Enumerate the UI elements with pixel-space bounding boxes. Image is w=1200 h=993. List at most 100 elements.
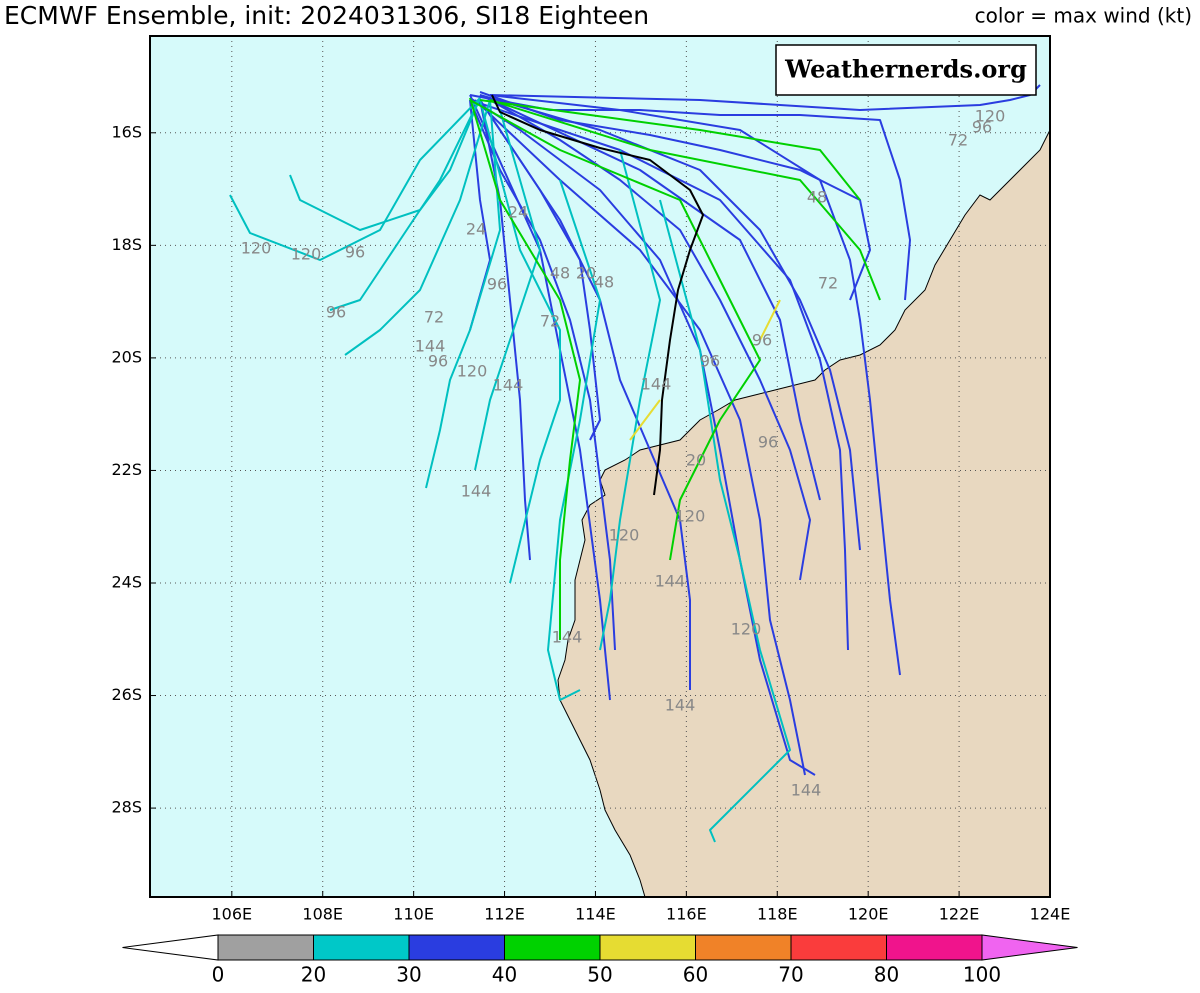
track-label: 72 [948,131,968,150]
track-label: 24 [508,203,528,222]
track-label: 96 [428,352,448,371]
track [547,179,601,701]
track [479,99,601,441]
track-label: 144 [655,572,686,591]
lon-tick-label: 124E [1030,905,1071,924]
track [659,199,791,843]
lat-tick-label: 24S [111,572,142,591]
track [469,94,911,301]
lat-tick-label: 16S [111,122,142,141]
colorbar-segment [217,934,314,961]
title: ECMWF Ensemble, init: 2024031306, SI18 E… [4,1,649,30]
colorbar-segment [695,934,792,961]
lon-tick-label: 116E [666,905,707,924]
track-label: 120 [675,507,706,526]
track [469,99,616,651]
track [629,399,661,441]
track [469,99,761,561]
track [469,99,849,651]
lon-tick-label: 122E [939,905,980,924]
lat-tick-label: 26S [111,685,142,704]
colorbar-segment [790,934,887,961]
track [344,99,491,356]
track-label: 96 [326,303,346,322]
track-label: 48 [807,188,827,207]
colorbar: 0 20 30 40 50 60 70 80 100 [122,934,1078,987]
track-label: 120 [291,245,322,264]
track [469,97,581,640]
track [599,149,661,651]
lon-tick-label: 110E [393,905,434,924]
track [469,94,611,701]
colorbar-cap [981,934,1078,961]
colorbar-label: 40 [492,963,517,987]
lon-tick-label: 108E [302,905,343,924]
track-label: 144 [415,337,446,356]
watermark: Weathernerds.org [784,55,1027,84]
lon-tick-label: 120E [848,905,889,924]
track-label: 120 [731,620,762,639]
lat-tick-label: 28S [111,798,142,817]
lon-tick-label: 112E [484,905,525,924]
track-label: 20 [576,264,596,283]
track [474,99,806,776]
track-label: 48 [550,264,570,283]
lon-tick-label: 118E [757,905,798,924]
colorbar-label: 100 [963,963,1001,987]
colorbar-cap [122,934,219,961]
track-label: 144 [493,376,524,395]
tracks [229,84,1041,843]
colorbar-label: 60 [683,963,708,987]
track [289,97,481,231]
track [329,97,481,311]
track-label: 72 [424,308,444,327]
watermark-box [775,44,1037,96]
map-frame [149,35,1051,898]
colorbar-segment [886,934,983,961]
track [425,99,501,489]
track [489,99,811,581]
colorbar-segment [408,934,505,961]
track-label: 144 [552,628,583,647]
lat-tick-label: 20S [111,347,142,366]
track [479,94,861,551]
color-note: color = max wind (kt) [975,4,1192,28]
track-label: 72 [540,312,560,331]
lon-tick-label: 114E [575,905,616,924]
track-label: 96 [752,331,772,350]
track [479,99,561,584]
track-label: 144 [641,375,672,394]
track-label: 96 [345,243,365,262]
track-label: 144 [791,781,822,800]
track-label: 120 [457,362,488,381]
track-label: 120 [241,239,272,258]
track [489,99,881,301]
track-label: 24 [466,220,486,239]
track [229,97,481,261]
colorbar-segment [599,934,696,961]
track-label: 72 [818,274,838,293]
lat-tick-label: 18S [111,235,142,254]
track [489,94,901,676]
track-label: 96 [972,118,992,137]
colorbar-segment [313,934,410,961]
colorbar-label: 50 [587,963,612,987]
track [479,94,821,501]
track [469,97,816,776]
track-label: 48 [594,273,614,292]
lon-tick-label: 106E [211,905,252,924]
colorbar-label: 80 [874,963,899,987]
colorbar-label: 0 [212,963,225,987]
colorbar-label: 20 [301,963,326,987]
track [474,109,541,471]
track-label: 96 [700,352,720,371]
lat-tick-label: 22S [111,460,142,479]
track-label: 144 [461,482,492,501]
colorbar-label: 70 [778,963,803,987]
track-label: 20 [686,451,706,470]
colorbar-label: 30 [396,963,421,987]
track-label: 96 [758,433,778,452]
